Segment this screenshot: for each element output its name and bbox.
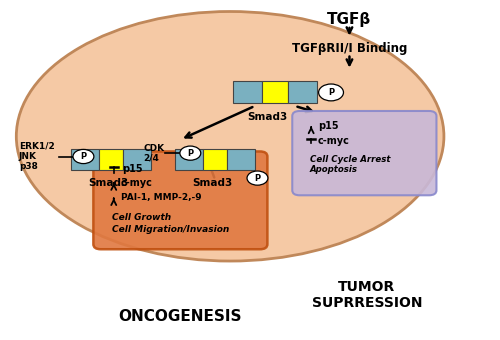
Text: Smad3: Smad3 <box>88 178 128 188</box>
Text: PAI-1, MMP-2,-9: PAI-1, MMP-2,-9 <box>120 193 202 203</box>
Text: P: P <box>80 152 86 161</box>
Text: P: P <box>328 88 334 97</box>
Text: P: P <box>188 149 194 158</box>
Bar <box>288 82 317 103</box>
Text: p38: p38 <box>19 162 38 171</box>
Bar <box>262 82 287 103</box>
Circle shape <box>318 84 344 101</box>
Text: c-myc: c-myc <box>318 136 350 146</box>
Bar <box>122 149 150 170</box>
Text: CDK: CDK <box>143 143 164 153</box>
Bar <box>71 149 99 170</box>
Bar <box>227 149 255 170</box>
Text: TUMOR
SUPRRESSION: TUMOR SUPRRESSION <box>312 279 422 310</box>
Ellipse shape <box>16 12 444 261</box>
Circle shape <box>247 171 268 185</box>
Bar <box>204 149 227 170</box>
Bar <box>176 149 204 170</box>
Text: JNK: JNK <box>19 152 37 161</box>
Text: Smad3: Smad3 <box>248 112 288 122</box>
Text: Apoptosis: Apoptosis <box>310 166 358 174</box>
Text: c-myc: c-myc <box>120 178 152 188</box>
FancyBboxPatch shape <box>292 111 436 195</box>
Text: TGFβ: TGFβ <box>328 12 372 27</box>
Text: Cell Growth: Cell Growth <box>112 213 172 222</box>
Text: ERK1/2: ERK1/2 <box>19 142 55 151</box>
Circle shape <box>73 149 94 164</box>
Text: p15: p15 <box>318 121 338 131</box>
Text: p15: p15 <box>122 164 142 174</box>
Text: Cell Migration/Invasion: Cell Migration/Invasion <box>112 224 230 234</box>
Bar <box>232 82 262 103</box>
Text: 2/4: 2/4 <box>143 154 159 163</box>
Circle shape <box>180 146 201 160</box>
Text: TGFβRII/I Binding: TGFβRII/I Binding <box>292 42 407 55</box>
FancyBboxPatch shape <box>94 151 268 249</box>
Bar <box>99 149 122 170</box>
Text: P: P <box>254 174 260 183</box>
Text: Smad3: Smad3 <box>192 178 233 188</box>
Text: Cell Cycle Arrest: Cell Cycle Arrest <box>310 155 390 164</box>
Text: ONCOGENESIS: ONCOGENESIS <box>118 309 242 324</box>
